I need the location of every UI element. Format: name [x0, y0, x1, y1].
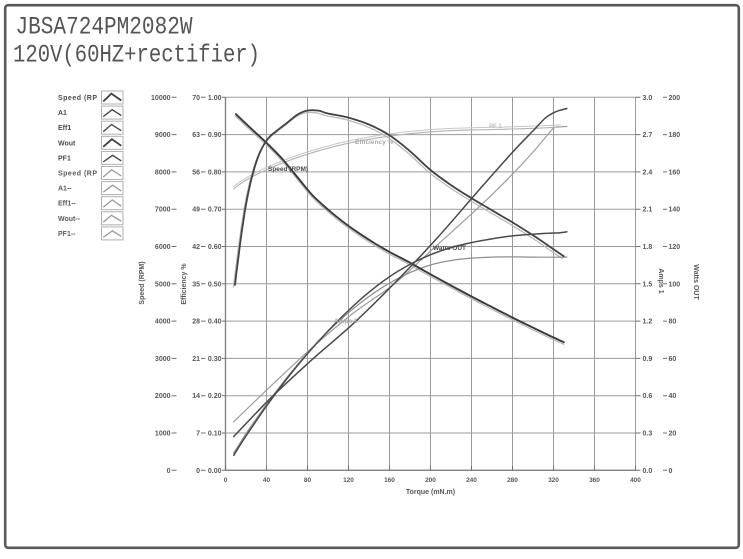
- svg-text:63: 63: [192, 132, 200, 139]
- svg-text:JBSA724PM2082W: JBSA724PM2082W: [16, 13, 193, 42]
- svg-text:140: 140: [669, 207, 681, 214]
- svg-text:PF1: PF1: [58, 155, 71, 162]
- svg-text:21: 21: [192, 356, 200, 363]
- svg-text:7000: 7000: [155, 207, 171, 214]
- svg-text:0: 0: [669, 468, 673, 475]
- svg-text:56: 56: [192, 169, 200, 176]
- svg-text:2.4: 2.4: [643, 169, 653, 176]
- svg-text:2.1: 2.1: [643, 207, 653, 214]
- svg-text:Speed (RPM): Speed (RPM): [268, 166, 308, 173]
- svg-text:70: 70: [192, 95, 200, 102]
- svg-text:Speed (RPM): Speed (RPM): [139, 261, 146, 304]
- svg-text:Efficiency %: Efficiency %: [355, 139, 394, 146]
- svg-text:60: 60: [669, 356, 677, 363]
- svg-text:40: 40: [669, 393, 677, 400]
- svg-text:PF 1: PF 1: [489, 124, 502, 130]
- svg-text:Eff1: Eff1: [58, 125, 71, 132]
- svg-text:8000: 8000: [155, 169, 171, 176]
- svg-text:180: 180: [669, 132, 681, 139]
- svg-text:1.00: 1.00: [208, 95, 222, 102]
- svg-text:200: 200: [669, 95, 681, 102]
- svg-text:Efficiency %: Efficiency %: [181, 263, 188, 305]
- svg-text:Speed (RP: Speed (RP: [58, 95, 97, 102]
- svg-text:Speed (RP: Speed (RP: [58, 171, 97, 178]
- svg-text:120: 120: [669, 244, 681, 251]
- svg-text:80: 80: [669, 319, 677, 326]
- svg-text:400: 400: [630, 477, 641, 484]
- svg-text:4000: 4000: [155, 319, 171, 326]
- svg-text:35: 35: [192, 281, 200, 288]
- svg-text:A1: A1: [58, 110, 67, 117]
- svg-text:0.00: 0.00: [208, 468, 222, 475]
- svg-text:5000: 5000: [155, 281, 171, 288]
- svg-text:80: 80: [304, 477, 312, 484]
- svg-text:Watts OUT: Watts OUT: [433, 245, 466, 252]
- svg-text:320: 320: [548, 477, 559, 484]
- svg-text:1000: 1000: [155, 431, 171, 438]
- svg-text:0.50: 0.50: [208, 281, 222, 288]
- svg-text:Wout: Wout: [58, 140, 76, 147]
- svg-text:120: 120: [343, 477, 354, 484]
- svg-text:1.8: 1.8: [643, 244, 653, 251]
- svg-text:0: 0: [196, 468, 200, 475]
- svg-text:28: 28: [192, 319, 200, 326]
- svg-text:0.70: 0.70: [208, 207, 222, 214]
- svg-text:160: 160: [384, 477, 395, 484]
- svg-text:20: 20: [669, 431, 677, 438]
- svg-text:0.30: 0.30: [208, 356, 222, 363]
- svg-text:0.3: 0.3: [643, 431, 653, 438]
- svg-text:Amps 1: Amps 1: [657, 268, 664, 293]
- svg-text:6000: 6000: [155, 244, 171, 251]
- svg-text:Watts OUT: Watts OUT: [692, 264, 699, 300]
- svg-text:0.40: 0.40: [208, 319, 222, 326]
- svg-text:49: 49: [192, 207, 200, 214]
- svg-text:0.10: 0.10: [208, 431, 222, 438]
- svg-text:120V(60HZ+rectifier): 120V(60HZ+rectifier): [13, 41, 260, 70]
- svg-text:0.60: 0.60: [208, 244, 222, 251]
- svg-text:100: 100: [669, 281, 681, 288]
- svg-text:9000: 9000: [155, 132, 171, 139]
- svg-text:0.0: 0.0: [643, 468, 653, 475]
- svg-text:2000: 2000: [155, 393, 171, 400]
- svg-text:200: 200: [425, 477, 436, 484]
- svg-text:40: 40: [263, 477, 271, 484]
- svg-text:1.2: 1.2: [643, 319, 653, 326]
- svg-text:Amps 1: Amps 1: [334, 318, 358, 325]
- svg-text:0: 0: [167, 468, 171, 475]
- svg-text:PF1--: PF1--: [58, 231, 76, 238]
- svg-text:0: 0: [224, 477, 228, 484]
- svg-text:Eff1--: Eff1--: [58, 201, 77, 208]
- svg-text:0.20: 0.20: [208, 393, 222, 400]
- svg-text:10000: 10000: [151, 95, 171, 102]
- svg-text:0.6: 0.6: [643, 393, 653, 400]
- svg-text:3000: 3000: [155, 356, 171, 363]
- svg-text:240: 240: [466, 477, 477, 484]
- svg-text:160: 160: [669, 169, 681, 176]
- svg-text:Torque (mN.m): Torque (mN.m): [406, 489, 455, 496]
- svg-text:42: 42: [192, 244, 200, 251]
- svg-text:1.5: 1.5: [643, 281, 653, 288]
- svg-text:3.0: 3.0: [643, 95, 653, 102]
- svg-text:0.9: 0.9: [643, 356, 653, 363]
- svg-text:280: 280: [507, 477, 518, 484]
- svg-text:360: 360: [589, 477, 600, 484]
- svg-text:2.7: 2.7: [643, 132, 653, 139]
- svg-text:0.80: 0.80: [208, 169, 222, 176]
- svg-text:14: 14: [192, 393, 200, 400]
- svg-text:0.90: 0.90: [208, 132, 222, 139]
- svg-text:A1--: A1--: [58, 186, 72, 193]
- svg-text:Wout--: Wout--: [58, 216, 81, 223]
- svg-text:7: 7: [196, 431, 200, 438]
